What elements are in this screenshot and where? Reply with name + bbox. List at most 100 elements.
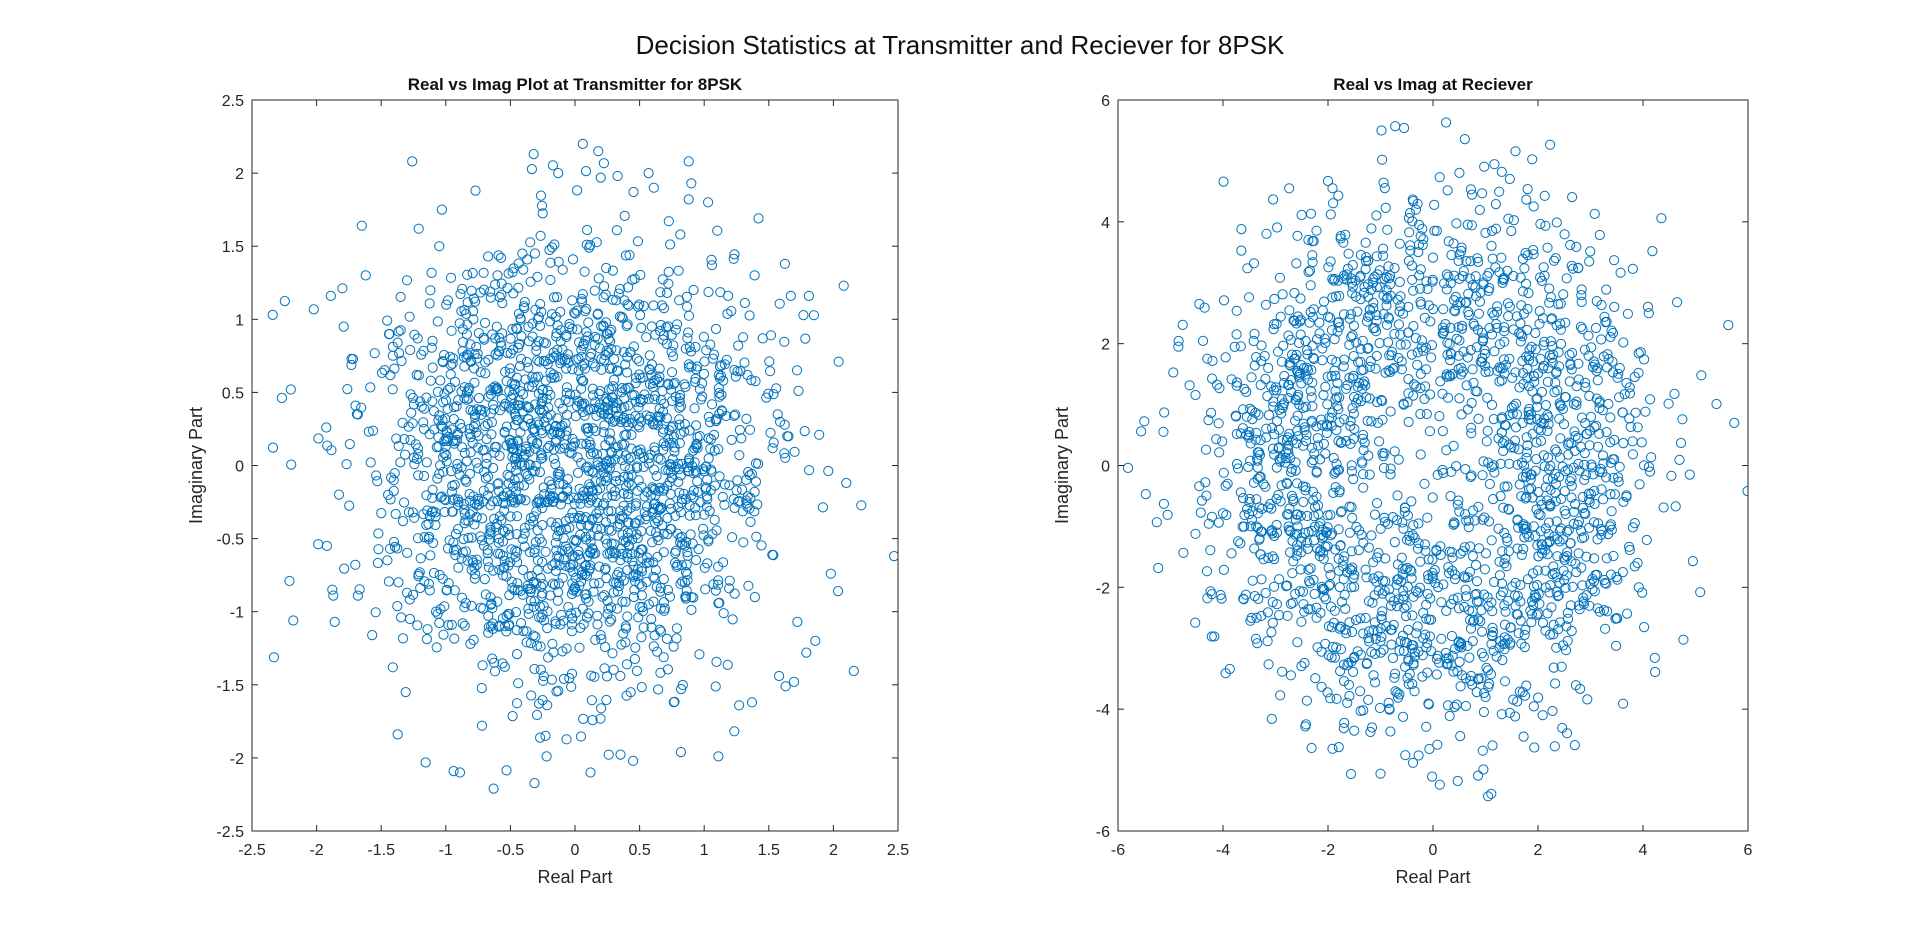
data-point xyxy=(1449,518,1460,529)
data-point xyxy=(553,525,565,537)
data-point xyxy=(1410,333,1422,344)
data-point xyxy=(624,250,635,261)
data-point xyxy=(440,433,451,444)
data-point xyxy=(726,306,737,317)
data-point xyxy=(1511,409,1523,420)
data-point xyxy=(1650,666,1661,678)
data-point xyxy=(1518,460,1530,471)
data-point xyxy=(1561,570,1573,581)
data-point xyxy=(749,592,761,603)
data-point xyxy=(1547,569,1558,580)
data-point xyxy=(1445,322,1456,333)
data-point xyxy=(698,368,710,379)
data-point xyxy=(426,267,437,278)
data-point xyxy=(1226,548,1237,559)
data-point xyxy=(1558,289,1569,300)
data-point xyxy=(1388,596,1399,607)
data-point xyxy=(1315,607,1326,619)
data-point xyxy=(552,518,563,529)
data-point xyxy=(560,541,571,552)
data-point xyxy=(1387,652,1399,664)
data-point xyxy=(793,385,804,396)
data-point xyxy=(536,537,547,548)
data-point xyxy=(1325,209,1336,220)
data-point xyxy=(620,250,632,261)
data-point xyxy=(554,398,565,409)
data-point xyxy=(1487,631,1498,642)
y-tick-label: -1 xyxy=(230,605,244,622)
data-point xyxy=(1592,363,1603,374)
data-point xyxy=(637,606,649,617)
data-point xyxy=(1269,293,1280,305)
data-point xyxy=(699,562,710,573)
data-point xyxy=(1283,330,1294,341)
data-point xyxy=(471,512,482,523)
data-point xyxy=(412,443,423,454)
data-point xyxy=(1341,274,1352,285)
data-point xyxy=(638,301,649,312)
data-point xyxy=(1220,480,1231,491)
data-point xyxy=(413,223,424,234)
data-point xyxy=(1523,414,1534,425)
data-point xyxy=(1307,340,1318,351)
data-point xyxy=(1383,312,1394,323)
data-point xyxy=(1369,617,1381,628)
data-point xyxy=(1353,545,1364,556)
data-point xyxy=(1364,361,1376,372)
data-point xyxy=(446,619,457,631)
data-point xyxy=(1343,248,1354,259)
data-point xyxy=(1305,307,1316,318)
data-point xyxy=(356,220,367,231)
data-point xyxy=(534,533,545,544)
data-point xyxy=(1417,239,1428,251)
data-point xyxy=(581,570,593,582)
data-point xyxy=(1409,651,1420,662)
data-point xyxy=(637,602,648,613)
data-point xyxy=(1326,652,1337,663)
data-point xyxy=(607,265,619,276)
transmitter-x-axis-label: Real Part xyxy=(537,867,612,887)
data-point xyxy=(632,301,644,312)
data-point xyxy=(1494,556,1505,567)
data-point xyxy=(1535,425,1547,436)
data-point xyxy=(1383,337,1394,348)
data-point xyxy=(1398,711,1409,723)
data-point xyxy=(1247,414,1258,425)
data-point xyxy=(1523,288,1534,299)
data-point xyxy=(648,641,659,652)
data-point xyxy=(1397,517,1408,528)
data-point xyxy=(1408,520,1419,531)
transmitter-y-axis-label: Imaginary Part xyxy=(186,407,206,524)
data-point xyxy=(1576,296,1587,307)
x-tick-label: -2 xyxy=(1321,842,1335,859)
data-point xyxy=(504,590,515,601)
data-point xyxy=(665,239,676,250)
data-point xyxy=(1445,491,1456,502)
data-point xyxy=(1386,639,1397,650)
data-point xyxy=(1572,519,1584,530)
data-point xyxy=(547,429,558,440)
data-point xyxy=(409,329,420,340)
data-point xyxy=(756,540,767,551)
data-point xyxy=(1291,258,1302,269)
data-point xyxy=(1256,503,1268,514)
data-point xyxy=(1534,306,1545,317)
data-point xyxy=(493,478,504,489)
data-point xyxy=(268,652,279,663)
data-point xyxy=(1393,454,1404,465)
data-point xyxy=(671,623,683,634)
data-point xyxy=(1378,243,1389,254)
data-point xyxy=(488,565,499,576)
data-point xyxy=(427,396,438,407)
data-point xyxy=(1366,223,1377,234)
data-point xyxy=(1269,429,1280,440)
data-point xyxy=(1442,700,1454,711)
data-point xyxy=(572,185,583,196)
data-point xyxy=(510,411,521,422)
data-point xyxy=(1468,377,1479,388)
data-point xyxy=(1295,368,1306,379)
data-point xyxy=(643,393,655,404)
data-point xyxy=(1252,638,1263,649)
data-point xyxy=(393,440,404,452)
data-point xyxy=(1231,458,1243,470)
